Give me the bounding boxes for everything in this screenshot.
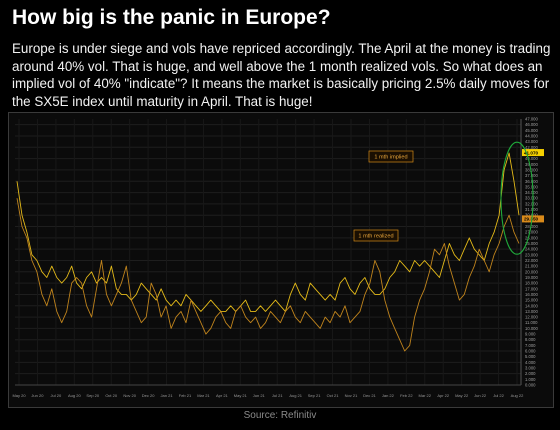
x-tick-label: Jun 20 (31, 393, 44, 398)
y-tick-label: 24.000 (525, 247, 538, 252)
y-tick-label: 28.000 (525, 224, 538, 229)
x-tick-label: Sep 20 (86, 393, 99, 398)
implied-value-tag-text: 41.070 (524, 150, 538, 155)
y-tick-label: 4.000 (525, 360, 536, 365)
y-tick-label: 23.000 (525, 252, 538, 257)
x-tick-label: May 21 (234, 393, 248, 398)
y-tick-label: 30.000 (525, 213, 538, 218)
intro-paragraph: Europe is under siege and vols have repr… (12, 41, 551, 109)
y-tick-label: 17.000 (525, 286, 538, 291)
x-tick-label: Apr 22 (437, 393, 450, 398)
x-tick-label: Dec 20 (142, 393, 155, 398)
y-tick-label: 33.000 (525, 196, 538, 201)
y-tick-label: 32.000 (525, 201, 538, 206)
y-tick-label: 36.000 (525, 179, 538, 184)
y-tick-label: 15.000 (525, 298, 538, 303)
x-tick-label: Jul 21 (272, 393, 283, 398)
y-tick-label: 42.000 (525, 145, 538, 150)
y-tick-label: 16.000 (525, 292, 538, 297)
x-tick-label: May 20 (12, 393, 26, 398)
y-tick-label: 35.000 (525, 184, 538, 189)
y-tick-label: 34.000 (525, 190, 538, 195)
axis-layer: May 20 Jun 20 Jul 20 Aug 20 Sep 20 Oct 20 Nov … (12, 117, 538, 399)
spike-highlight-ellipse (500, 141, 534, 255)
x-tick-label: Jan 22 (382, 393, 395, 398)
y-tick-label: 14.000 (525, 303, 538, 308)
x-tick-label: Oct 21 (327, 393, 340, 398)
x-tick-label: Mar 22 (419, 393, 432, 398)
y-tick-label: 26.000 (525, 235, 538, 240)
grid-layer (15, 119, 521, 386)
x-tick-label: Dec 21 (363, 393, 376, 398)
x-tick-label: Apr 21 (216, 393, 229, 398)
y-tick-label: 21.000 (525, 264, 538, 269)
realized-annotation-label-box (353, 229, 399, 242)
y-tick-label: 11.000 (525, 320, 538, 325)
y-tick-label: 10.000 (525, 326, 538, 331)
volatility-chart: May 20 Jun 20 Jul 20 Aug 20 Sep 20 Oct 20 Nov … (12, 117, 544, 399)
implied-vol-line (16, 152, 520, 312)
x-tick-label: Feb 22 (400, 393, 413, 398)
y-tick-label: 8.000 (525, 337, 536, 342)
implied-value-tag (522, 149, 544, 157)
y-tick-label: 39.000 (525, 162, 538, 167)
y-tick-label: 9.000 (525, 332, 536, 337)
implied-annotation-label: 1 mth implied (374, 155, 407, 161)
y-tick-label: 27.000 (525, 230, 538, 235)
realized-value-tag (522, 215, 544, 223)
y-tick-label: 31.000 (525, 207, 538, 212)
x-tick-label: Feb 21 (179, 393, 192, 398)
y-tick-label: 20.000 (525, 269, 538, 274)
y-tick-label: 45.000 (525, 128, 538, 133)
x-tick-label: Aug 21 (289, 393, 302, 398)
y-tick-label: 5.000 (525, 354, 536, 359)
realized-value-tag-text: 29.350 (524, 217, 538, 222)
y-tick-label: 13.000 (525, 309, 538, 314)
implied-annotation-label-box (368, 150, 414, 163)
y-tick-label: 3.000 (525, 366, 536, 371)
x-tick-label: Aug 20 (68, 393, 81, 398)
y-tick-label: 2.000 (525, 371, 536, 376)
annotation-layer: 41.070 29.350 1 mth implied 1 mth realized (353, 141, 544, 255)
y-tick-label: 12.000 (525, 315, 538, 320)
y-tick-label: 18.000 (525, 281, 538, 286)
x-tick-label: Aug 22 (511, 393, 524, 398)
y-tick-label: 0.000 (525, 383, 536, 388)
y-tick-label: 25.000 (525, 241, 538, 246)
x-tick-label: Jun 22 (474, 393, 487, 398)
x-tick-label: Nov 21 (345, 393, 358, 398)
x-tick-label: May 22 (455, 393, 469, 398)
y-tick-label: 43.000 (525, 139, 538, 144)
y-tick-label: 1.000 (525, 377, 536, 382)
y-tick-label: 19.000 (525, 275, 538, 280)
y-tick-label: 7.000 (525, 343, 536, 348)
x-tick-label: Jul 20 (51, 393, 62, 398)
y-tick-label: 6.000 (525, 349, 536, 354)
realized-vol-line (16, 198, 520, 352)
y-tick-label: 38.000 (525, 167, 538, 172)
series-layer (16, 152, 520, 352)
y-tick-label: 46.000 (525, 122, 538, 127)
x-tick-label: Nov 20 (123, 393, 136, 398)
y-tick-label: 47.000 (525, 117, 538, 122)
source-caption: Source: Refinitiv (243, 410, 317, 421)
x-tick-label: Mar 21 (197, 393, 210, 398)
x-tick-label: Oct 20 (105, 393, 118, 398)
page-title: How big is the panic in Europe? (12, 6, 331, 29)
y-tick-label: 44.000 (525, 133, 538, 138)
y-tick-label: 40.000 (525, 156, 538, 161)
chart-panel: May 20 Jun 20 Jul 20 Aug 20 Sep 20 Oct 20 Nov … (8, 112, 554, 408)
x-tick-label: Jan 21 (161, 393, 174, 398)
x-tick-label: Sep 21 (308, 393, 321, 398)
x-tick-label: Jun 21 (253, 393, 266, 398)
realized-annotation-label: 1 mth realized (358, 234, 393, 240)
y-tick-label: 22.000 (525, 258, 538, 263)
x-tick-label: Jul 22 (493, 393, 504, 398)
